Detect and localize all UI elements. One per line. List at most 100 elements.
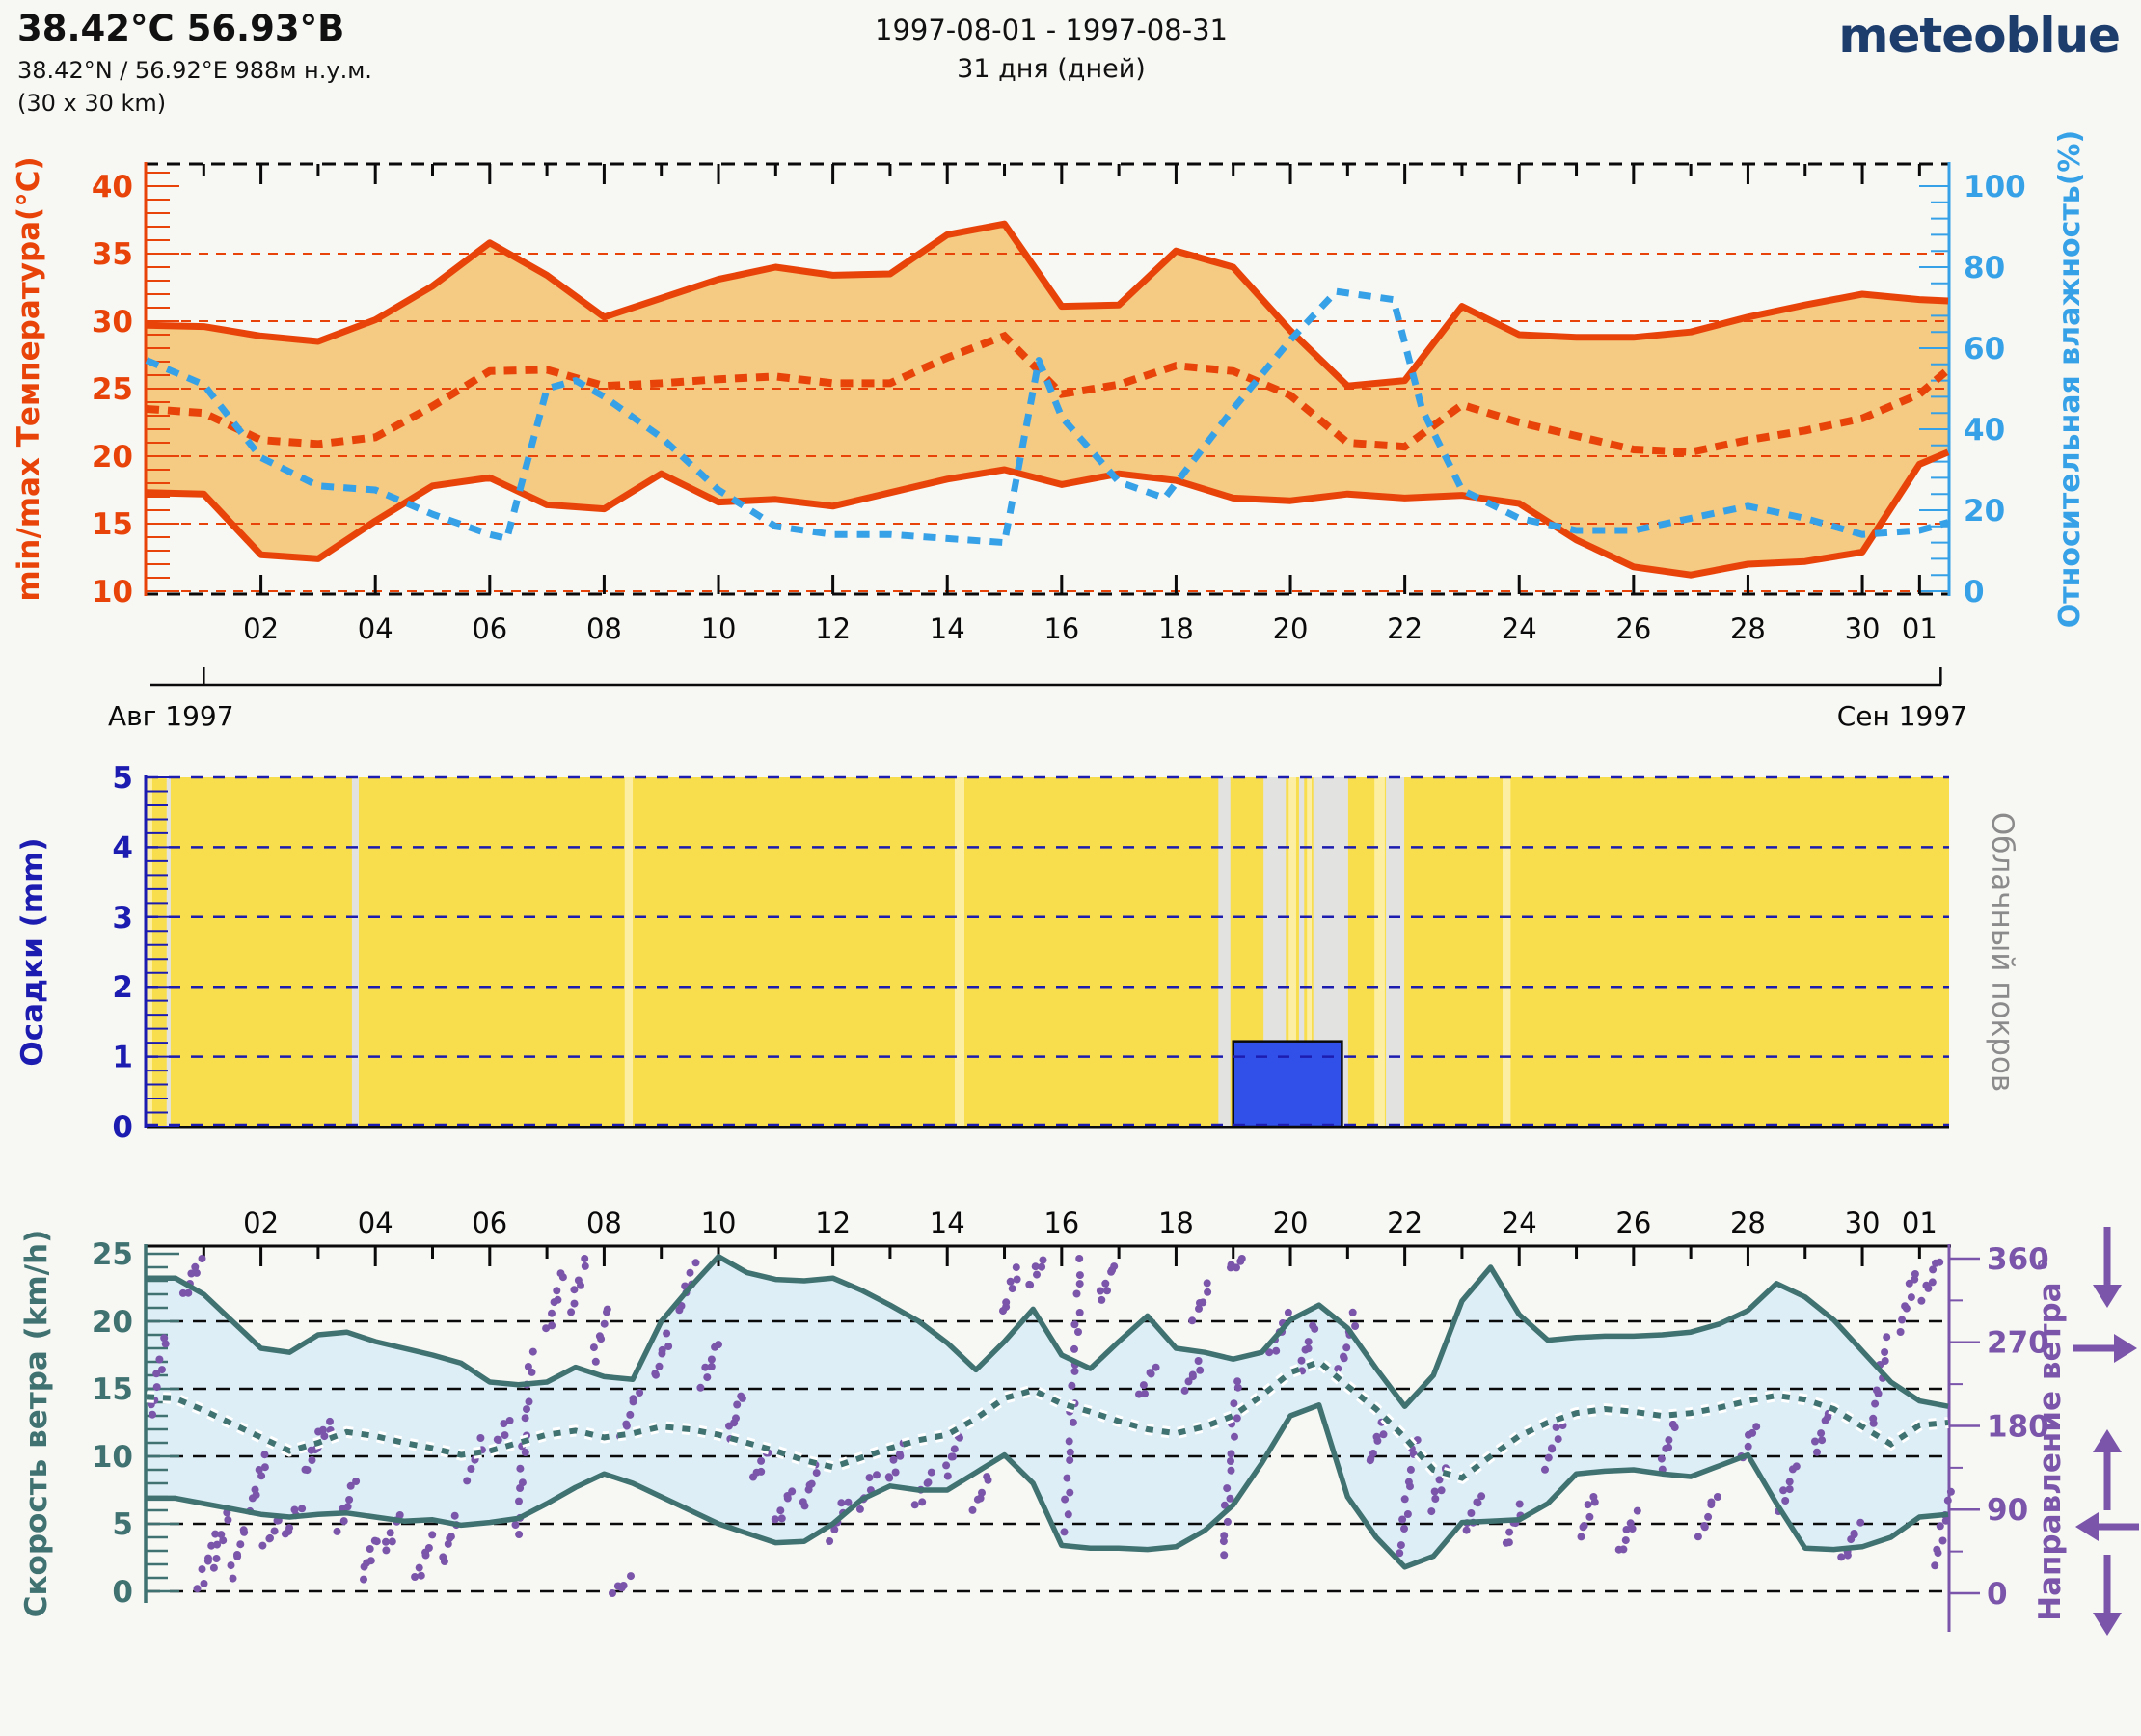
wind-direction-dot [1946,1487,1955,1496]
day-label: 28 [1730,1207,1766,1239]
wind-direction-dot [1427,1507,1436,1516]
wind-direction-dot [515,1531,524,1538]
location-header: 38.42°C 56.93°B 38.42°N / 56.92°E 988м н… [17,8,372,117]
day-label: 18 [1158,1207,1194,1239]
wind-direction-dot [1146,1369,1154,1377]
wind-direction-dot [570,1299,579,1308]
day-label: 08 [586,612,622,645]
wind-direction-dot [1203,1279,1211,1288]
wind-direction-dot [703,1373,712,1382]
sunshine-background [147,777,1949,1126]
wind-direction-dot [528,1347,537,1356]
wind-direction-axis-title: Направление ветра ° [2033,1257,2068,1621]
wind-direction-dot [1369,1450,1377,1457]
wind-direction-dot [701,1363,710,1371]
wind-direction-dot [943,1472,952,1480]
wind-direction-dot [574,1276,583,1285]
wind-direction-dot [370,1536,379,1545]
wind-direction-dot [949,1452,957,1461]
wind-direction-dot [251,1485,259,1494]
wind-direction-dot [707,1362,716,1370]
wind-direction-dot [556,1269,565,1278]
day-label: 02 [243,1207,279,1239]
day-label: 02 [243,612,279,645]
cloud-cover-stripe [624,777,634,1126]
wind-direction-dot [200,1580,208,1587]
wind-direction-dot [737,1392,745,1400]
wind-direction-dot [1406,1465,1415,1474]
wind-direction-dot [715,1341,722,1349]
wind-direction-dot [1435,1476,1444,1484]
wind-direction-dot [589,1343,598,1352]
precipitation-axis-title: Осадки (mm) [15,837,50,1066]
wind-direction-dot [525,1397,533,1406]
wind-direction-dot [260,1463,269,1472]
month-end-label: Сен 1997 [1837,700,1967,732]
temperature-tick-label: 35 [92,237,133,272]
precipitation-tick-label: 0 [112,1110,133,1145]
wind-direction-dot [1700,1522,1709,1530]
wind-direction-dot [1744,1442,1752,1451]
day-label: 04 [358,612,393,645]
wind-direction-dot [1223,1484,1232,1493]
coordinates-label: 38.42°N / 56.92°E 988м н.у.м. [17,57,372,84]
wind-direction-dot [417,1571,425,1580]
wind-direction-dot [1110,1262,1119,1271]
wind-direction-dot [1069,1418,1077,1426]
wind-direction-dot [865,1474,874,1482]
wind-direction-dot [1012,1263,1020,1272]
wind-direction-dot [439,1553,447,1561]
wind-direction-dot [844,1498,853,1506]
wind-direction-dot [1219,1537,1228,1546]
cloud-cover-stripe [166,777,171,1126]
wind-direction-dot [1813,1448,1821,1456]
wind-direction-dot [1779,1486,1788,1495]
wind-direction-dot [382,1537,390,1546]
wind-direction-dot [1837,1553,1846,1561]
wind-direction-dot [1665,1436,1673,1445]
wind-direction-dot [1199,1298,1207,1307]
wind-direction-dot [343,1503,352,1511]
wind-direction-dot [1194,1357,1203,1365]
wind-direction-dot [757,1467,766,1476]
day-label: 24 [1502,1207,1537,1239]
cloud-cover-stripe [1386,777,1405,1126]
wind-direction-dot [1220,1501,1229,1509]
wind-direction-dot [320,1432,329,1441]
wind-direction-dot [826,1537,834,1545]
wind-direction-dot [1856,1518,1865,1527]
wind-direction-dot [581,1261,589,1270]
wind-direction-dot [1818,1436,1827,1445]
temperature-tick-label: 40 [92,170,133,204]
wind-direction-dot [1404,1478,1413,1486]
wind-direction-dot [1668,1420,1677,1428]
day-label: 16 [1043,1207,1079,1239]
wind-direction-dot [1230,1399,1238,1408]
wind-direction-dot [184,1288,193,1297]
wind-direction-dot [270,1527,279,1535]
temp-range-band [147,224,1948,576]
wind-direction-dot [1622,1526,1631,1533]
wind-direction-dot [207,1541,216,1550]
wind-direction-dot [213,1540,222,1549]
wind-direction-dot [395,1511,404,1519]
wind-direction-dot [1467,1509,1476,1517]
wind-direction-dot [265,1534,274,1543]
wind-direction-dot [346,1481,355,1490]
wind-direction-dot [415,1563,423,1572]
wind-direction-dot [1031,1262,1040,1271]
wind-direction-dot [1704,1512,1713,1521]
wind-direction-dot [1552,1423,1560,1431]
page-title: 38.42°C 56.93°B [17,8,345,49]
temp-mean-dashed-line [146,331,1951,456]
wind-direction-dot [1098,1295,1106,1304]
wind-direction-dot [505,1417,514,1424]
wind-direction-dot [1265,1348,1274,1357]
humidity-tick-label: 40 [1964,413,2005,448]
wind-direction-dot [658,1345,666,1354]
wind-direction-dot [524,1363,532,1370]
wind-direction-dot [1304,1344,1313,1353]
day-label: 14 [930,1207,965,1239]
wind-direction-dot [873,1471,881,1479]
wind-direction-dot [1233,1377,1242,1386]
